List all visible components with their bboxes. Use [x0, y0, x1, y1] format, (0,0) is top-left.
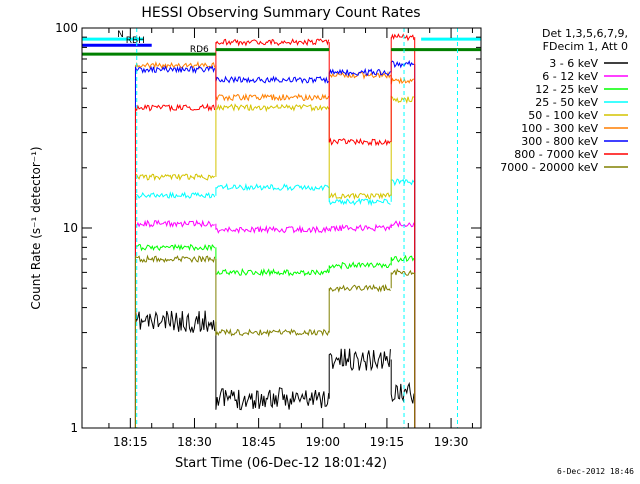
series-6-segment-4 [390, 75, 415, 85]
legend-label-7: 300 - 800 keV [521, 135, 598, 148]
series-9-segment-3 [328, 283, 391, 333]
legend-label-4: 25 - 50 keV [535, 96, 598, 109]
series-1 [134, 310, 416, 428]
series-7-segment-4 [390, 59, 415, 73]
legend-header-1: Det 1,3,5,6,7,9, [542, 27, 628, 40]
flag-label-3: RD6 [190, 45, 209, 55]
series-5-segment-3 [328, 107, 391, 201]
series-6-segment-3 [328, 70, 391, 98]
y-tick-label-1: 1 [70, 421, 78, 435]
series-4-segment-1 [135, 191, 216, 199]
flag-label-1: N [117, 30, 124, 40]
series-6-segment-1 [135, 60, 216, 70]
y-axis-label: Count Rate (s⁻¹ detector⁻¹) [29, 146, 43, 309]
legend-label-3: 12 - 25 keV [535, 83, 598, 96]
axes-frame [81, 27, 482, 429]
series-8-segment-3 [328, 42, 391, 147]
flag-label-2: RBH [126, 36, 145, 46]
x-axis-label: Start Time (06-Dec-12 18:01:42) [175, 456, 387, 471]
series-9-segment-1 [135, 254, 216, 263]
series-4-segment-2 [215, 182, 330, 196]
series-6-segment-2 [215, 65, 330, 102]
x-tick-label-1: 18:15 [113, 435, 148, 449]
series-3-segment-1 [135, 243, 216, 252]
series-5 [134, 95, 416, 428]
series-5-segment-1 [135, 173, 216, 182]
series-3-segment-2 [215, 247, 330, 277]
series-3-segment-4 [390, 254, 415, 266]
axes: 1 10 100 18:15 18:30 18:45 19:00 19:15 19:30 [55, 21, 482, 449]
legend: Det 1,3,5,6,7,9,FDecim 1, Att 0 3 - 6 keV… [500, 27, 628, 174]
series-9 [134, 254, 416, 428]
x-tick-label-3: 18:45 [241, 435, 276, 449]
y-tick-label-3: 100 [55, 21, 78, 35]
series-9-segment-4 [390, 268, 415, 289]
series-1-segment-4 [390, 359, 415, 404]
series-7-segment-3 [328, 67, 391, 80]
series-6 [134, 60, 416, 428]
legend-label-5: 50 - 100 keV [528, 109, 598, 122]
series-3-segment-3 [328, 261, 391, 273]
chart-title: HESSI Observing Summary Count Rates [141, 5, 420, 21]
x-tick-label-5: 19:15 [370, 435, 405, 449]
series-2-segment-4 [390, 220, 415, 228]
legend-label-1: 3 - 6 keV [549, 57, 598, 70]
series-7 [134, 59, 416, 428]
series-2-segment-1 [135, 219, 215, 228]
series-5-segment-2 [215, 103, 330, 177]
series-7-segment-2 [215, 69, 330, 84]
series-9-segment-2 [215, 259, 330, 338]
legend-label-6: 100 - 300 keV [521, 122, 598, 135]
series-7-segment-1 [135, 65, 216, 74]
x-tick-label-6: 19:30 [434, 435, 469, 449]
legend-header-2: FDecim 1, Att 0 [543, 40, 628, 53]
series-1-segment-3 [328, 348, 391, 399]
series-4 [134, 178, 416, 428]
y-tick-label-2: 10 [63, 221, 78, 235]
series-8-segment-2 [215, 38, 330, 108]
series-1-segment-1 [135, 310, 216, 334]
series-2-segment-2 [215, 223, 330, 235]
legend-label-9: 7000 - 20000 keV [500, 161, 598, 174]
legend-label-8: 800 - 7000 keV [514, 148, 598, 161]
series-2-segment-3 [328, 223, 391, 233]
x-tick-label-2: 18:30 [177, 435, 212, 449]
series-8-segment-4 [390, 33, 415, 142]
series-4-segment-4 [390, 178, 415, 202]
timestamp-stamp: 6-Dec-2012 18:46 [556, 467, 634, 476]
series-8-segment-1 [135, 103, 216, 113]
legend-label-2: 6 - 12 keV [542, 70, 598, 83]
x-tick-label-4: 19:00 [305, 435, 340, 449]
